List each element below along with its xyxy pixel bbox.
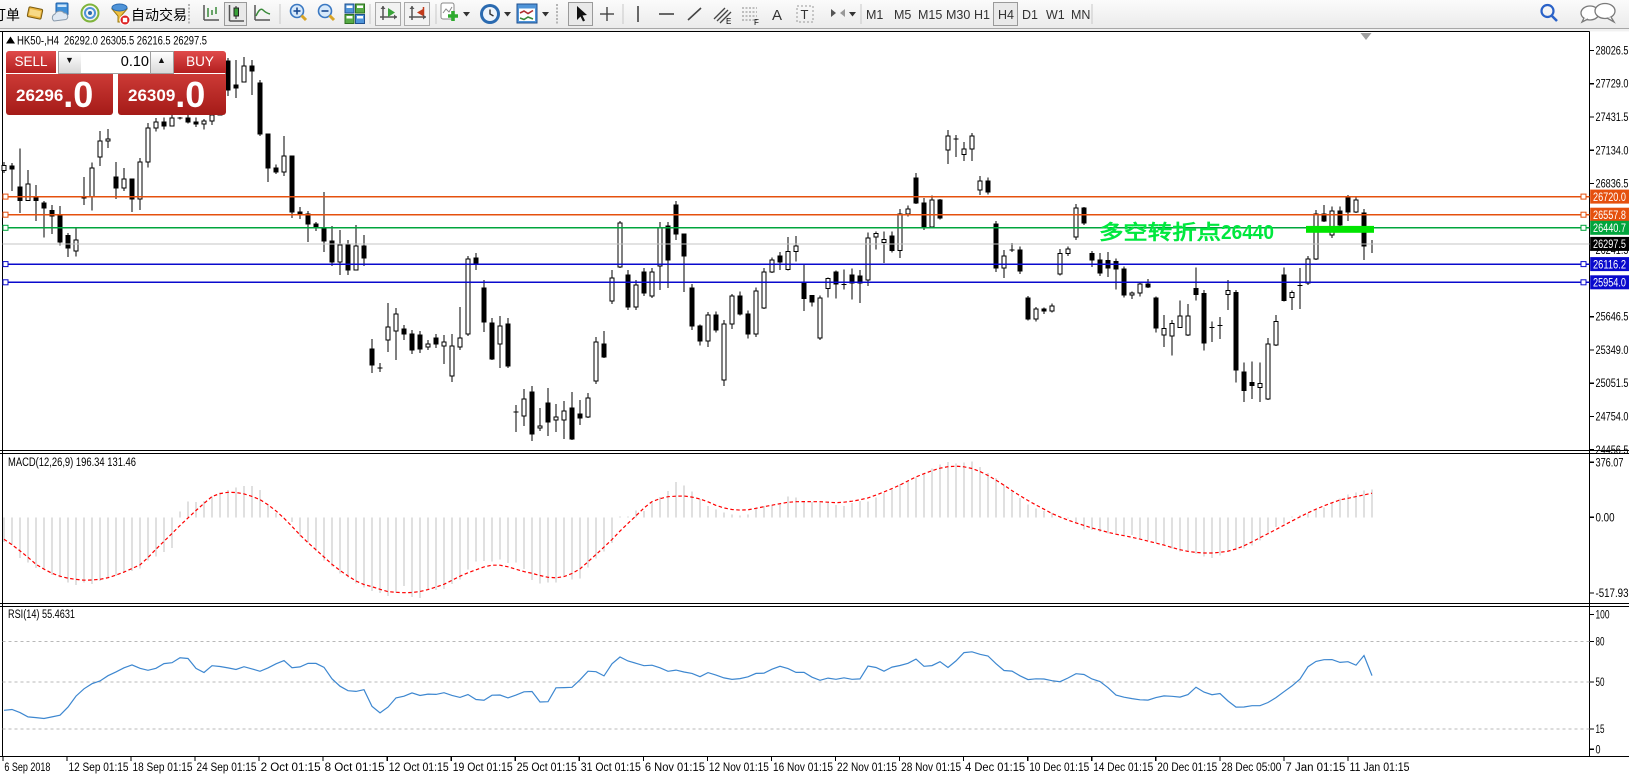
svg-text:HK50-,H4: HK50-,H4 (17, 36, 59, 48)
svg-text:80: 80 (1596, 637, 1605, 649)
svg-text:0: 0 (1596, 744, 1601, 756)
svg-text:MN: MN (1071, 8, 1090, 22)
svg-text:28 Nov 01:15: 28 Nov 01:15 (901, 762, 961, 774)
svg-text:26292.0 26305.5 26216.5 26297.: 26292.0 26305.5 26216.5 26297.5 (64, 36, 207, 48)
svg-text:6 Sep 2018: 6 Sep 2018 (4, 762, 50, 774)
svg-text:16 Nov 01:15: 16 Nov 01:15 (773, 762, 833, 774)
svg-text:26720.0: 26720.0 (1593, 192, 1626, 204)
svg-text:24456.5: 24456.5 (1596, 445, 1629, 457)
svg-text:D1: D1 (1022, 8, 1038, 22)
svg-text:25646.5: 25646.5 (1596, 312, 1629, 324)
svg-text:28 Dec 05:00: 28 Dec 05:00 (1221, 762, 1281, 774)
svg-text:26116.2: 26116.2 (1593, 259, 1626, 271)
svg-text:M15: M15 (918, 8, 942, 22)
svg-text:26440.7: 26440.7 (1593, 223, 1626, 235)
svg-text:100: 100 (1596, 610, 1610, 622)
svg-text:12 Oct 01:15: 12 Oct 01:15 (389, 762, 449, 774)
svg-text:10 Dec 01:15: 10 Dec 01:15 (1029, 762, 1089, 774)
svg-text:T: T (801, 7, 809, 22)
svg-text:26297.5: 26297.5 (1593, 239, 1626, 251)
svg-text:6 Nov 01:15: 6 Nov 01:15 (645, 762, 705, 774)
svg-text:25954.0: 25954.0 (1593, 278, 1626, 290)
svg-text:12 Sep 01:15: 12 Sep 01:15 (69, 762, 129, 774)
svg-text:4 Dec 01:15: 4 Dec 01:15 (965, 762, 1025, 774)
svg-text:25349.0: 25349.0 (1596, 345, 1629, 357)
svg-text:A: A (772, 7, 782, 24)
svg-text:20 Dec 01:15: 20 Dec 01:15 (1157, 762, 1217, 774)
svg-text:RSI(14) 55.4631: RSI(14) 55.4631 (8, 609, 75, 621)
svg-text:W1: W1 (1046, 8, 1065, 22)
svg-text:15: 15 (1596, 724, 1605, 736)
svg-text:H1: H1 (974, 8, 990, 22)
svg-text:22 Nov 01:15: 22 Nov 01:15 (837, 762, 897, 774)
svg-text:M30: M30 (946, 8, 970, 22)
svg-text:-517.93: -517.93 (1596, 588, 1629, 600)
svg-text:14 Dec 01:15: 14 Dec 01:15 (1093, 762, 1153, 774)
svg-text:376.07: 376.07 (1596, 457, 1624, 469)
svg-text:12 Nov 01:15: 12 Nov 01:15 (709, 762, 769, 774)
svg-text:27134.0: 27134.0 (1596, 145, 1629, 157)
svg-text:0.00: 0.00 (1596, 512, 1615, 524)
svg-text:28026.5: 28026.5 (1596, 46, 1629, 58)
svg-text:50: 50 (1596, 677, 1605, 689)
svg-text:24754.0: 24754.0 (1596, 412, 1629, 424)
svg-text:24 Sep 01:15: 24 Sep 01:15 (197, 762, 257, 774)
svg-text:MACD(12,26,9) 196.34 131.46: MACD(12,26,9) 196.34 131.46 (8, 457, 136, 469)
svg-text:M5: M5 (894, 8, 911, 22)
svg-text:订单: 订单 (0, 7, 20, 23)
svg-text:19 Oct 01:15: 19 Oct 01:15 (453, 762, 513, 774)
svg-text:7 Jan 01:15: 7 Jan 01:15 (1285, 762, 1345, 774)
svg-text:M1: M1 (866, 8, 883, 22)
svg-text:2 Oct 01:15: 2 Oct 01:15 (261, 762, 321, 774)
svg-text:8 Oct 01:15: 8 Oct 01:15 (325, 762, 385, 774)
svg-text:26836.5: 26836.5 (1596, 179, 1629, 191)
svg-text:25051.5: 25051.5 (1596, 378, 1629, 390)
svg-text:11 Jan 01:15: 11 Jan 01:15 (1350, 762, 1410, 774)
svg-text:27729.0: 27729.0 (1596, 79, 1629, 91)
svg-text:H4: H4 (998, 8, 1014, 22)
svg-text:自动交易: 自动交易 (131, 7, 187, 23)
svg-text:25 Oct 01:15: 25 Oct 01:15 (517, 762, 577, 774)
svg-text:E: E (726, 17, 731, 26)
svg-text:27431.5: 27431.5 (1596, 112, 1629, 124)
svg-text:26557.8: 26557.8 (1593, 210, 1626, 222)
svg-text:31 Oct 01:15: 31 Oct 01:15 (581, 762, 641, 774)
svg-text:F: F (754, 18, 759, 27)
svg-text:18 Sep 01:15: 18 Sep 01:15 (133, 762, 193, 774)
